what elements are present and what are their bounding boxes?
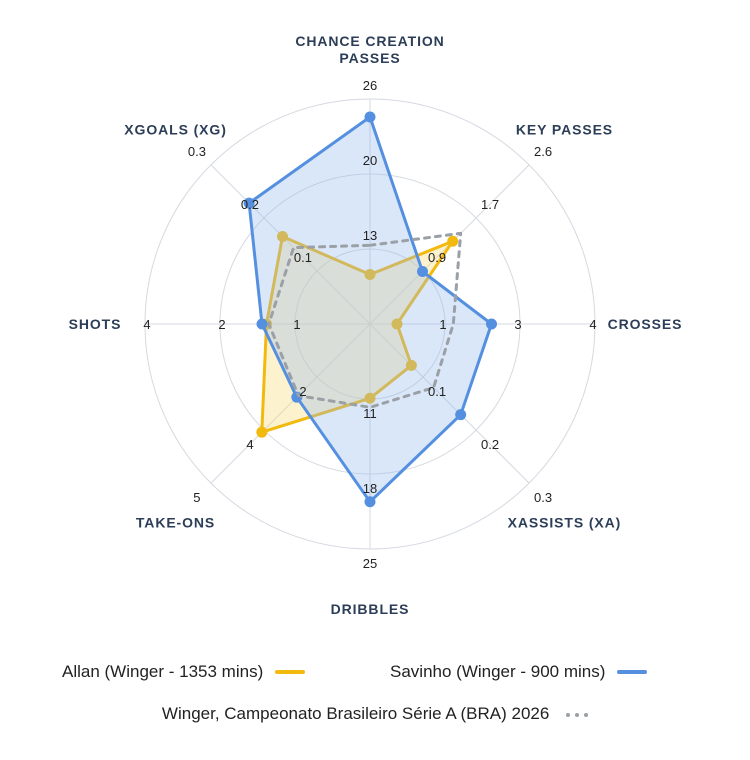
tick-label: 20 xyxy=(363,153,377,168)
series-point[interactable] xyxy=(256,318,268,330)
series-point[interactable] xyxy=(447,235,459,247)
legend-average: Winger, Campeonato Brasileiro Série A (B… xyxy=(0,704,750,724)
legend-swatch-allan xyxy=(275,670,306,674)
series-point[interactable] xyxy=(391,318,403,330)
tick-label: 5 xyxy=(193,490,200,505)
tick-label: 4 xyxy=(589,317,596,332)
tick-label: 0.1 xyxy=(294,250,312,265)
series-point[interactable] xyxy=(364,496,376,508)
tick-label: 0.2 xyxy=(241,197,259,212)
axis-label: SHOTS xyxy=(69,316,122,332)
tick-label: 2 xyxy=(218,317,225,332)
axis-label: TAKE-ONS xyxy=(136,514,215,530)
series-point[interactable] xyxy=(276,230,288,242)
legend-label-average: Winger, Campeonato Brasileiro Série A (B… xyxy=(161,704,550,723)
tick-label: 0.2 xyxy=(481,437,499,452)
tick-label: 26 xyxy=(363,78,377,93)
legend-item-allan[interactable]: Allan (Winger - 1353 mins) xyxy=(62,662,306,682)
tick-label: 18 xyxy=(363,481,377,496)
series-point[interactable] xyxy=(364,111,376,123)
tick-label: 0.9 xyxy=(428,250,446,265)
tick-label: 0.3 xyxy=(534,490,552,505)
tick-label: 4 xyxy=(246,437,253,452)
tick-label: 2 xyxy=(299,384,306,399)
series-point[interactable] xyxy=(455,409,467,421)
axis-label: CROSSES xyxy=(608,316,683,332)
axis-label: DRIBBLES xyxy=(331,601,410,617)
grid-spoke xyxy=(369,323,530,484)
series-point[interactable] xyxy=(405,359,417,371)
tick-label: 2.6 xyxy=(534,144,552,159)
grid-spoke xyxy=(210,164,371,325)
series-point[interactable] xyxy=(364,269,376,280)
legend-swatch-savinho xyxy=(617,670,648,674)
axis-label: XASSISTS (XA) xyxy=(508,514,622,530)
radar-axis-labels: CHANCE CREATION PASSES KEY PASSES CROSSES XA… xyxy=(69,33,683,617)
legend-item-average[interactable]: Winger, Campeonato Brasileiro Série A (B… xyxy=(161,704,589,723)
legend-item-savinho[interactable]: Savinho (Winger - 900 mins) xyxy=(390,662,648,682)
tick-label: 25 xyxy=(363,556,377,571)
tick-label: 0.1 xyxy=(428,384,446,399)
series-point[interactable] xyxy=(486,318,497,330)
grid-spoke xyxy=(210,323,371,484)
legend-swatch-average xyxy=(566,712,589,717)
tick-label: 1 xyxy=(293,317,300,332)
series-point[interactable] xyxy=(243,197,255,209)
legend-label-savinho: Savinho (Winger - 900 mins) xyxy=(390,662,606,681)
tick-label: 3 xyxy=(514,317,521,332)
legend-label-allan: Allan (Winger - 1353 mins) xyxy=(62,662,264,681)
axis-label: XGOALS (XG) xyxy=(124,122,226,138)
tick-label: 4 xyxy=(143,317,150,332)
series-point[interactable] xyxy=(364,392,376,404)
tick-label: 1 xyxy=(439,317,446,332)
tick-label: 0.3 xyxy=(188,144,206,159)
tick-label: 11 xyxy=(363,406,377,421)
axis-label: CHANCE CREATION PASSES xyxy=(295,33,444,66)
tick-label: 13 xyxy=(363,228,377,243)
axis-label: KEY PASSES xyxy=(516,122,613,138)
tick-label: 1.7 xyxy=(481,197,499,212)
series-area-2 xyxy=(267,231,463,409)
series-point[interactable] xyxy=(256,426,268,438)
series-point[interactable] xyxy=(417,265,429,277)
radar-series xyxy=(243,111,497,508)
